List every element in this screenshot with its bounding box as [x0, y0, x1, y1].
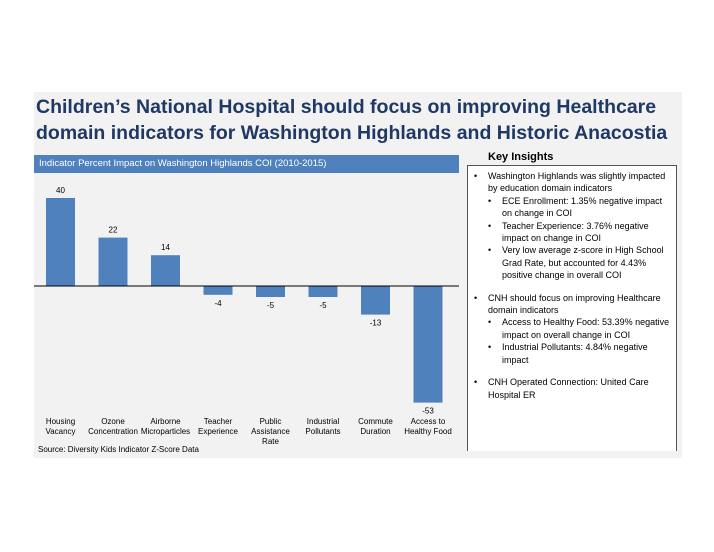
data-label: -5 [267, 301, 275, 310]
insights-title: Key Insights [488, 151, 554, 163]
data-label: 22 [109, 226, 118, 235]
category-label: Ozone [101, 417, 125, 426]
category-label: Housing [46, 417, 75, 426]
insight-sub-bullet: ECE Enrollment: 1.35% negative impact on… [474, 195, 670, 220]
insight-bullet: Washington Highlands was slightly impact… [474, 170, 670, 195]
data-label: 14 [161, 243, 170, 252]
data-label: -13 [370, 319, 382, 328]
page-title: Children’s National Hospital should focu… [36, 94, 676, 146]
category-label: Commute [358, 417, 393, 426]
category-label: Industrial [307, 417, 340, 426]
bar [256, 286, 285, 297]
bar [361, 286, 390, 315]
category-label: Concentration [88, 427, 138, 436]
chart-title-bar: Indicator Percent Impact on Washington H… [34, 155, 459, 173]
bar [203, 286, 233, 295]
insight-sub-bullet: Industrial Pollutants: 4.84% negative im… [474, 341, 670, 366]
bar [308, 286, 338, 297]
category-label: Experience [198, 427, 239, 436]
insight-sub-bullet: Access to Healthy Food: 53.39% negative … [474, 316, 670, 341]
bar [98, 237, 128, 286]
category-label: Healthy Food [404, 427, 452, 436]
source-note: Source: Diversity Kids Indicator Z-Score… [38, 445, 199, 454]
insight-bullet: CNH Operated Connection: United Care Hos… [474, 376, 670, 401]
category-label: Rate [262, 437, 279, 446]
bar [46, 198, 75, 286]
category-label: Access to [411, 417, 446, 426]
bar [413, 286, 443, 403]
category-label: Duration [360, 427, 390, 436]
insight-bullet: CNH should focus on improving Healthcare… [474, 292, 670, 317]
category-label: Pollutants [305, 427, 340, 436]
category-label: Assistance [251, 427, 290, 436]
data-label: -53 [422, 407, 434, 416]
category-label: Teacher [204, 417, 233, 426]
bar [151, 255, 180, 286]
category-label: Public [260, 417, 282, 426]
category-label: Vacancy [45, 427, 75, 436]
data-label: -5 [319, 301, 327, 310]
insight-sub-bullet: Very low average z-score in High School … [474, 244, 670, 281]
title-line-1: Children’s National Hospital should focu… [36, 96, 657, 118]
category-label: Microparticles [141, 427, 190, 436]
insights-box: Washington Highlands was slightly impact… [467, 165, 677, 451]
data-label: 40 [56, 186, 65, 195]
title-line-2: domain indicators for Washington Highlan… [36, 122, 668, 144]
insight-sub-bullet: Teacher Experience: 3.76% negative impac… [474, 220, 670, 245]
data-label: -4 [214, 299, 222, 308]
category-label: Airborne [150, 417, 181, 426]
